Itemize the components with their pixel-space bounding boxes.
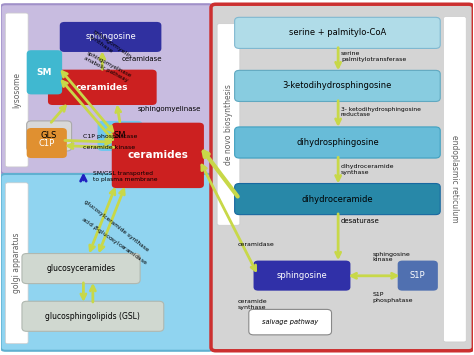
Text: glucosphingolipids (GSL): glucosphingolipids (GSL)	[46, 312, 140, 321]
Text: endoplasmic reticulum: endoplasmic reticulum	[450, 136, 459, 223]
Text: S1P: S1P	[410, 271, 426, 280]
FancyBboxPatch shape	[254, 261, 350, 291]
Text: dihydroceramide: dihydroceramide	[301, 195, 373, 203]
FancyBboxPatch shape	[0, 174, 213, 351]
FancyBboxPatch shape	[235, 127, 440, 158]
FancyBboxPatch shape	[27, 128, 67, 158]
Text: sphingomyelinase
anabolic pathway: sphingomyelinase anabolic pathway	[83, 51, 133, 84]
FancyBboxPatch shape	[48, 70, 156, 105]
Text: glucosyceramides: glucosyceramides	[46, 264, 116, 273]
Text: golgi apparatus: golgi apparatus	[12, 233, 21, 293]
Text: sphingomyelin
synthase: sphingomyelin synthase	[88, 29, 132, 64]
Text: ceramides: ceramides	[76, 83, 128, 92]
Text: glucosylceramide synthase: glucosylceramide synthase	[83, 199, 150, 252]
Text: sphingosine: sphingosine	[85, 32, 136, 42]
Text: S1P
phosphatase: S1P phosphatase	[373, 292, 413, 303]
Text: salvage pathway: salvage pathway	[262, 319, 318, 325]
Text: SM/GSL transported
to plasma membrane: SM/GSL transported to plasma membrane	[93, 171, 157, 182]
FancyBboxPatch shape	[444, 17, 466, 342]
Text: lysosome: lysosome	[12, 72, 21, 108]
Text: ceramides: ceramides	[128, 151, 188, 160]
Text: SM: SM	[114, 131, 126, 141]
Text: C1P phosphatase: C1P phosphatase	[83, 134, 138, 139]
Text: sphingosine
kinase: sphingosine kinase	[373, 252, 410, 262]
FancyBboxPatch shape	[112, 123, 204, 188]
FancyBboxPatch shape	[5, 13, 28, 167]
FancyBboxPatch shape	[211, 4, 474, 351]
FancyBboxPatch shape	[27, 121, 72, 151]
FancyBboxPatch shape	[60, 22, 161, 52]
Text: sphingomyelinase: sphingomyelinase	[138, 105, 201, 111]
Text: 3- ketodihydrosphingosine
reductase: 3- ketodihydrosphingosine reductase	[341, 107, 421, 118]
FancyBboxPatch shape	[5, 183, 28, 344]
FancyBboxPatch shape	[398, 261, 438, 291]
FancyBboxPatch shape	[235, 17, 440, 48]
Text: GLS: GLS	[41, 131, 57, 141]
Text: serine + palmitylo-CoA: serine + palmitylo-CoA	[289, 28, 386, 37]
Text: acid $\beta$-glucosylceramidase: acid $\beta$-glucosylceramidase	[79, 215, 149, 268]
Text: ceramide
synthase: ceramide synthase	[238, 299, 267, 310]
Text: ceramidase: ceramidase	[121, 56, 162, 62]
Text: 3-ketodihydrosphingosine: 3-ketodihydrosphingosine	[283, 81, 392, 91]
Text: sphingosine: sphingosine	[277, 271, 328, 280]
FancyBboxPatch shape	[27, 50, 62, 94]
Text: dihydrosphingosine: dihydrosphingosine	[296, 138, 379, 147]
Text: dihydroceramide
synthase: dihydroceramide synthase	[341, 164, 394, 175]
FancyBboxPatch shape	[0, 4, 213, 174]
FancyBboxPatch shape	[22, 253, 140, 284]
Text: serine
palmitylotransferase: serine palmitylotransferase	[341, 51, 406, 62]
FancyBboxPatch shape	[235, 184, 440, 215]
FancyBboxPatch shape	[22, 301, 164, 331]
Text: desaturase: desaturase	[341, 218, 380, 224]
Text: C1P: C1P	[39, 138, 55, 148]
Text: ceramidase: ceramidase	[238, 242, 275, 247]
FancyBboxPatch shape	[217, 24, 240, 225]
FancyBboxPatch shape	[249, 310, 331, 335]
Text: SM: SM	[36, 68, 52, 77]
Text: ceramide kinase: ceramide kinase	[83, 145, 136, 150]
FancyBboxPatch shape	[98, 121, 143, 151]
Text: de novo biosynthesis: de novo biosynthesis	[224, 84, 233, 165]
FancyBboxPatch shape	[235, 70, 440, 102]
